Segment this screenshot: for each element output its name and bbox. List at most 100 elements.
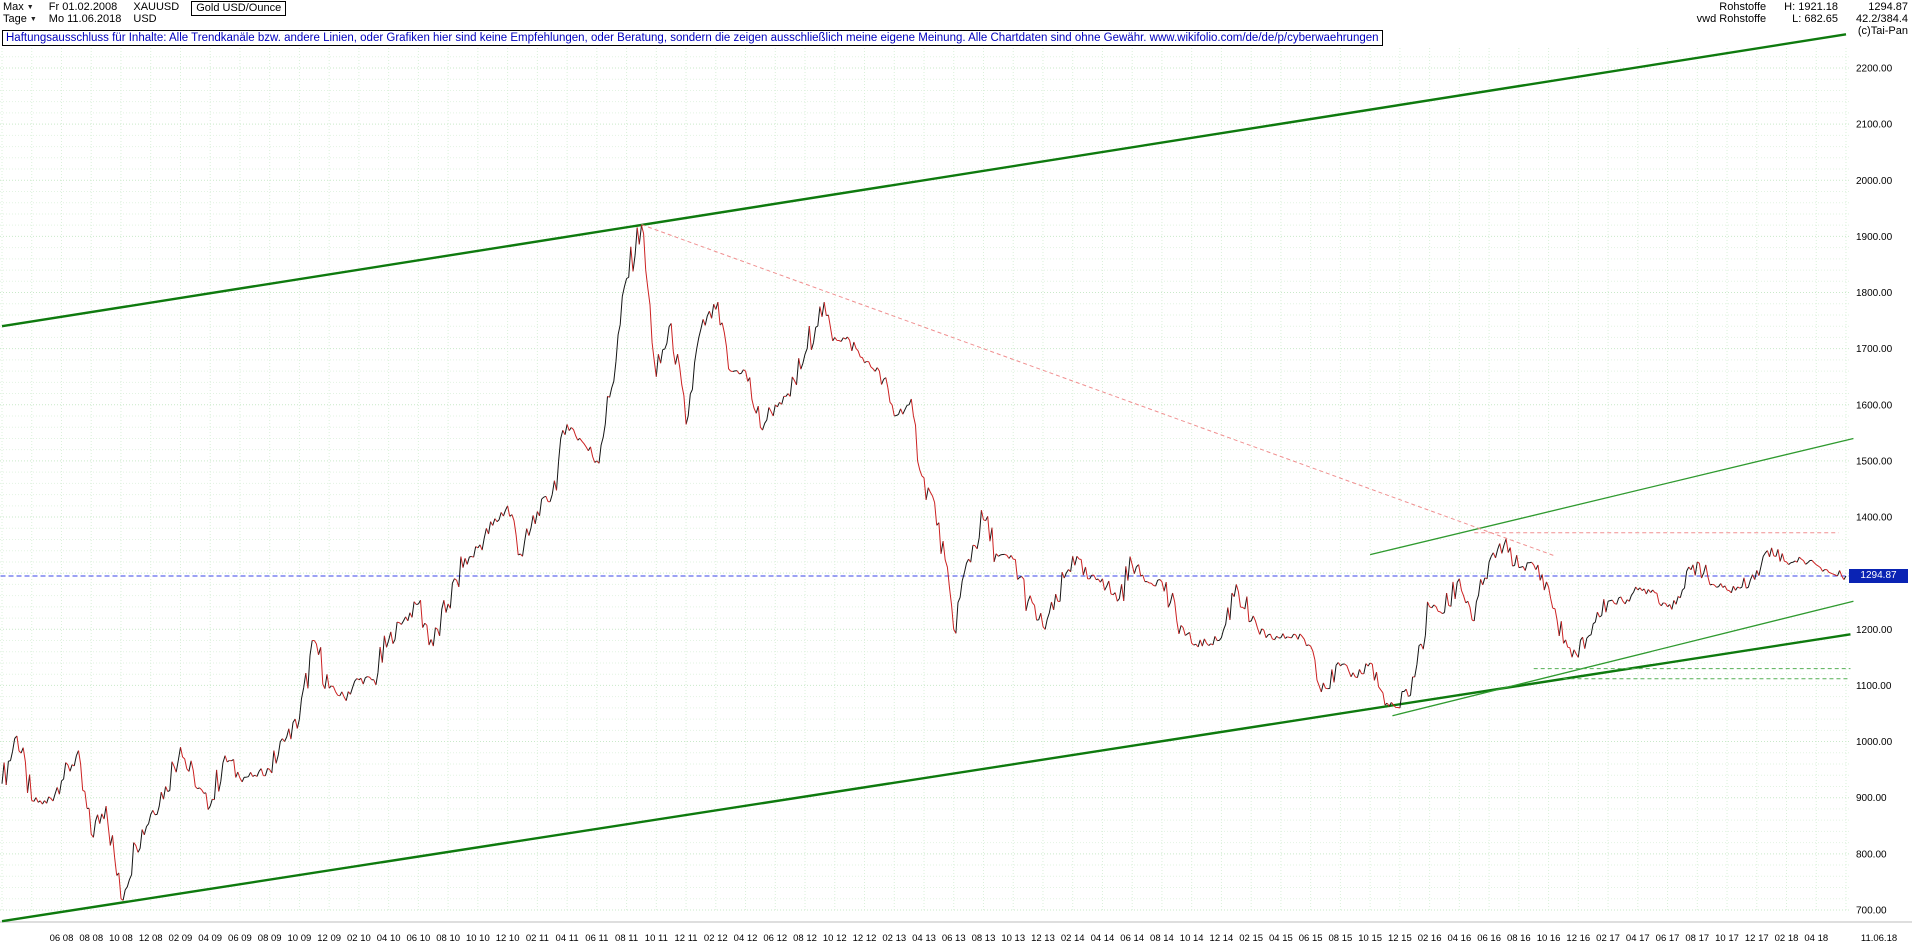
svg-text:02 10: 02 10 (347, 933, 371, 944)
svg-text:12 12: 12 12 (853, 933, 877, 944)
svg-text:800.00: 800.00 (1856, 849, 1887, 860)
svg-text:12 15: 12 15 (1388, 933, 1412, 944)
category-label: Rohstoffe (1719, 1, 1767, 13)
svg-text:1900.00: 1900.00 (1856, 232, 1893, 243)
svg-text:08 12: 08 12 (793, 933, 817, 944)
rising-support-line (1392, 600, 1854, 717)
svg-text:08 09: 08 09 (258, 933, 282, 944)
period-label: Tage (3, 13, 27, 25)
svg-text:06 12: 06 12 (763, 933, 787, 944)
svg-text:08 11: 08 11 (615, 933, 638, 944)
svg-text:04 17: 04 17 (1626, 933, 1650, 944)
svg-text:04 09: 04 09 (198, 933, 222, 944)
symbol-column: XAUUSD USD (133, 1, 179, 25)
svg-text:700.00: 700.00 (1856, 905, 1887, 916)
svg-text:10 14: 10 14 (1180, 933, 1204, 944)
svg-text:08 16: 08 16 (1507, 933, 1531, 944)
svg-text:04 11: 04 11 (556, 933, 579, 944)
currency-label: USD (133, 13, 157, 25)
svg-text:12 13: 12 13 (1031, 933, 1055, 944)
svg-text:1500.00: 1500.00 (1856, 456, 1893, 467)
svg-text:10 16: 10 16 (1537, 933, 1561, 944)
lower-trend-channel (1, 633, 1851, 923)
svg-text:1700.00: 1700.00 (1856, 344, 1893, 355)
grid-layer (0, 48, 1912, 923)
trendline-layer (0, 33, 1854, 923)
svg-text:02 17: 02 17 (1596, 933, 1620, 944)
svg-text:900.00: 900.00 (1856, 793, 1887, 804)
svg-text:06 10: 06 10 (406, 933, 430, 944)
svg-text:06 11: 06 11 (585, 933, 608, 944)
svg-text:2000.00: 2000.00 (1856, 176, 1893, 187)
svg-text:12 08: 12 08 (139, 933, 163, 944)
series-layer (1, 225, 1847, 901)
last-price-marker: 1294.87 (1849, 569, 1908, 584)
svg-text:06 08: 06 08 (50, 933, 74, 944)
upper-trend-channel (1, 33, 1847, 328)
svg-text:04 12: 04 12 (734, 933, 758, 944)
svg-text:12 10: 12 10 (496, 933, 520, 944)
toolbar: Max ▼ Tage ▼ Fr 01.02.2008 Mo 11.06.2018 X… (0, 0, 300, 25)
low-value: L: 682.65 (1792, 13, 1838, 25)
svg-text:10 08: 10 08 (109, 933, 133, 944)
svg-text:1600.00: 1600.00 (1856, 400, 1893, 411)
symbol-label: XAUUSD (133, 1, 180, 13)
chevron-down-icon: ▼ (26, 4, 34, 11)
svg-text:08 17: 08 17 (1685, 933, 1709, 944)
last-price-value: 1294.87 (1868, 1, 1908, 13)
range-period-column: Max ▼ Tage ▼ (3, 1, 37, 25)
svg-text:1200.00: 1200.00 (1856, 625, 1893, 636)
price-up-segments (1, 225, 1847, 901)
svg-text:2200.00: 2200.00 (1856, 64, 1893, 75)
svg-text:04 15: 04 15 (1269, 933, 1293, 944)
svg-text:02 09: 02 09 (169, 933, 193, 944)
end-date: Mo 11.06.2018 (48, 13, 122, 25)
svg-text:08 08: 08 08 (79, 933, 103, 944)
svg-text:04 18: 04 18 (1804, 933, 1828, 944)
instrument-name-box: Gold USD/Ounce (191, 1, 287, 16)
svg-text:10 12: 10 12 (823, 933, 847, 944)
svg-text:04 10: 04 10 (377, 933, 401, 944)
svg-text:08 13: 08 13 (972, 933, 996, 944)
svg-text:10 17: 10 17 (1715, 933, 1739, 944)
axis-labels: 2200.00 2100.00 2000.00 1900.00 1800.00 1700.… (50, 64, 1898, 945)
svg-text:02 12: 02 12 (704, 933, 728, 944)
svg-text:12 11: 12 11 (675, 933, 698, 944)
svg-text:04 13: 04 13 (912, 933, 936, 944)
svg-text:10 13: 10 13 (1001, 933, 1025, 944)
svg-text:1000.00: 1000.00 (1856, 737, 1893, 748)
svg-text:06 17: 06 17 (1656, 933, 1680, 944)
rising-resistance-line (1369, 437, 1854, 556)
range-label: Max (3, 1, 24, 13)
svg-text:06 09: 06 09 (228, 933, 252, 944)
svg-text:1800.00: 1800.00 (1856, 288, 1893, 299)
svg-text:06 13: 06 13 (942, 933, 966, 944)
svg-text:06 15: 06 15 (1299, 933, 1323, 944)
downtrend-line (641, 224, 1557, 557)
svg-text:10 15: 10 15 (1358, 933, 1382, 944)
range-dropdown[interactable]: Max ▼ (3, 1, 37, 13)
svg-text:04 16: 04 16 (1447, 933, 1471, 944)
svg-text:02 11: 02 11 (526, 933, 549, 944)
svg-text:06 14: 06 14 (1120, 933, 1144, 944)
svg-text:02 15: 02 15 (1239, 933, 1263, 944)
svg-text:1100.00: 1100.00 (1856, 681, 1892, 692)
disclaimer-annotation[interactable]: Haftungsausschluss für Inhalte: Alle Tre… (2, 30, 1383, 46)
price-down-segments (3, 225, 1845, 901)
svg-text:10 10: 10 10 (466, 933, 490, 944)
copyright-label: (c)Tai-Pan (1857, 25, 1908, 37)
svg-text:02 16: 02 16 (1418, 933, 1442, 944)
start-date: Fr 01.02.2008 (48, 1, 118, 13)
svg-text:1400.00: 1400.00 (1856, 513, 1893, 524)
svg-text:08 14: 08 14 (1150, 933, 1174, 944)
period-dropdown[interactable]: Tage ▼ (3, 13, 37, 25)
chevron-down-icon: ▼ (29, 16, 37, 23)
svg-text:12 16: 12 16 (1566, 933, 1590, 944)
svg-text:12 17: 12 17 (1745, 933, 1769, 944)
svg-text:11.06.18: 11.06.18 (1861, 933, 1897, 944)
svg-text:06 16: 06 16 (1477, 933, 1501, 944)
svg-text:10 09: 10 09 (288, 933, 312, 944)
svg-text:12 14: 12 14 (1210, 933, 1234, 944)
